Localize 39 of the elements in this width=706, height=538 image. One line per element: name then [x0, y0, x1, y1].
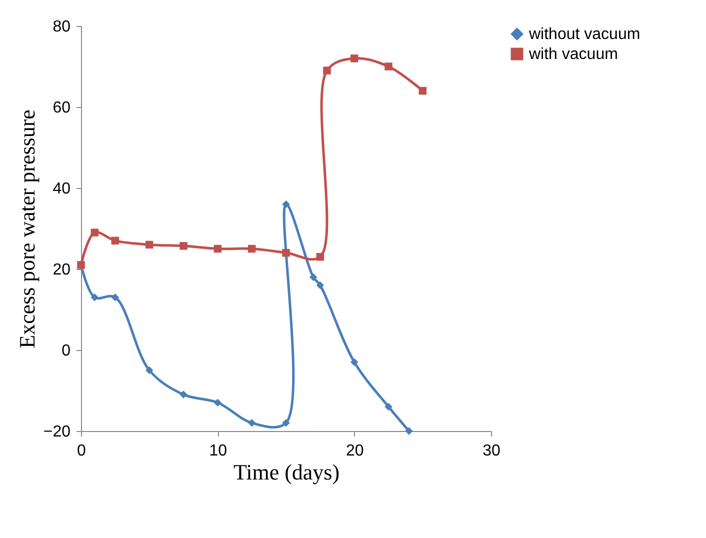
point: [145, 366, 154, 374]
x-axis-title: Time (days): [233, 460, 340, 484]
point: [384, 62, 392, 70]
point: [180, 390, 188, 398]
point: [282, 248, 290, 257]
point: [282, 200, 290, 208]
y-tick-label: 80: [52, 18, 71, 36]
legend-label: without vacuum: [528, 26, 640, 43]
point: [248, 419, 256, 427]
point: [111, 236, 120, 245]
point: [214, 244, 222, 253]
y-tick-label: 60: [52, 100, 71, 116]
point: [111, 293, 120, 302]
point: [180, 242, 188, 250]
y-tick-label: 20: [52, 262, 71, 278]
point: [384, 402, 392, 411]
point: [90, 293, 99, 302]
point: [323, 66, 331, 74]
point: [316, 252, 324, 261]
point: [405, 427, 413, 435]
x-tick-label: 10: [209, 442, 228, 460]
y-axis-title: Excess pore water pressure: [14, 110, 40, 348]
point: [248, 244, 256, 253]
point: [350, 54, 358, 62]
x-tick-label: 20: [346, 442, 364, 460]
x-tick-label: 30: [482, 442, 500, 460]
point: [282, 419, 290, 427]
point: [145, 240, 154, 249]
y-tick-label: −20: [43, 424, 71, 440]
point: [309, 273, 318, 281]
point: [316, 281, 324, 290]
legend-label: with vacuum: [528, 46, 618, 63]
y-tick-label: 0: [62, 342, 71, 360]
point: [90, 228, 99, 236]
point: [350, 358, 358, 366]
point: [214, 398, 222, 407]
y-tick-label: 40: [52, 180, 71, 198]
x-tick-label: 0: [77, 442, 86, 460]
point: [418, 86, 427, 95]
